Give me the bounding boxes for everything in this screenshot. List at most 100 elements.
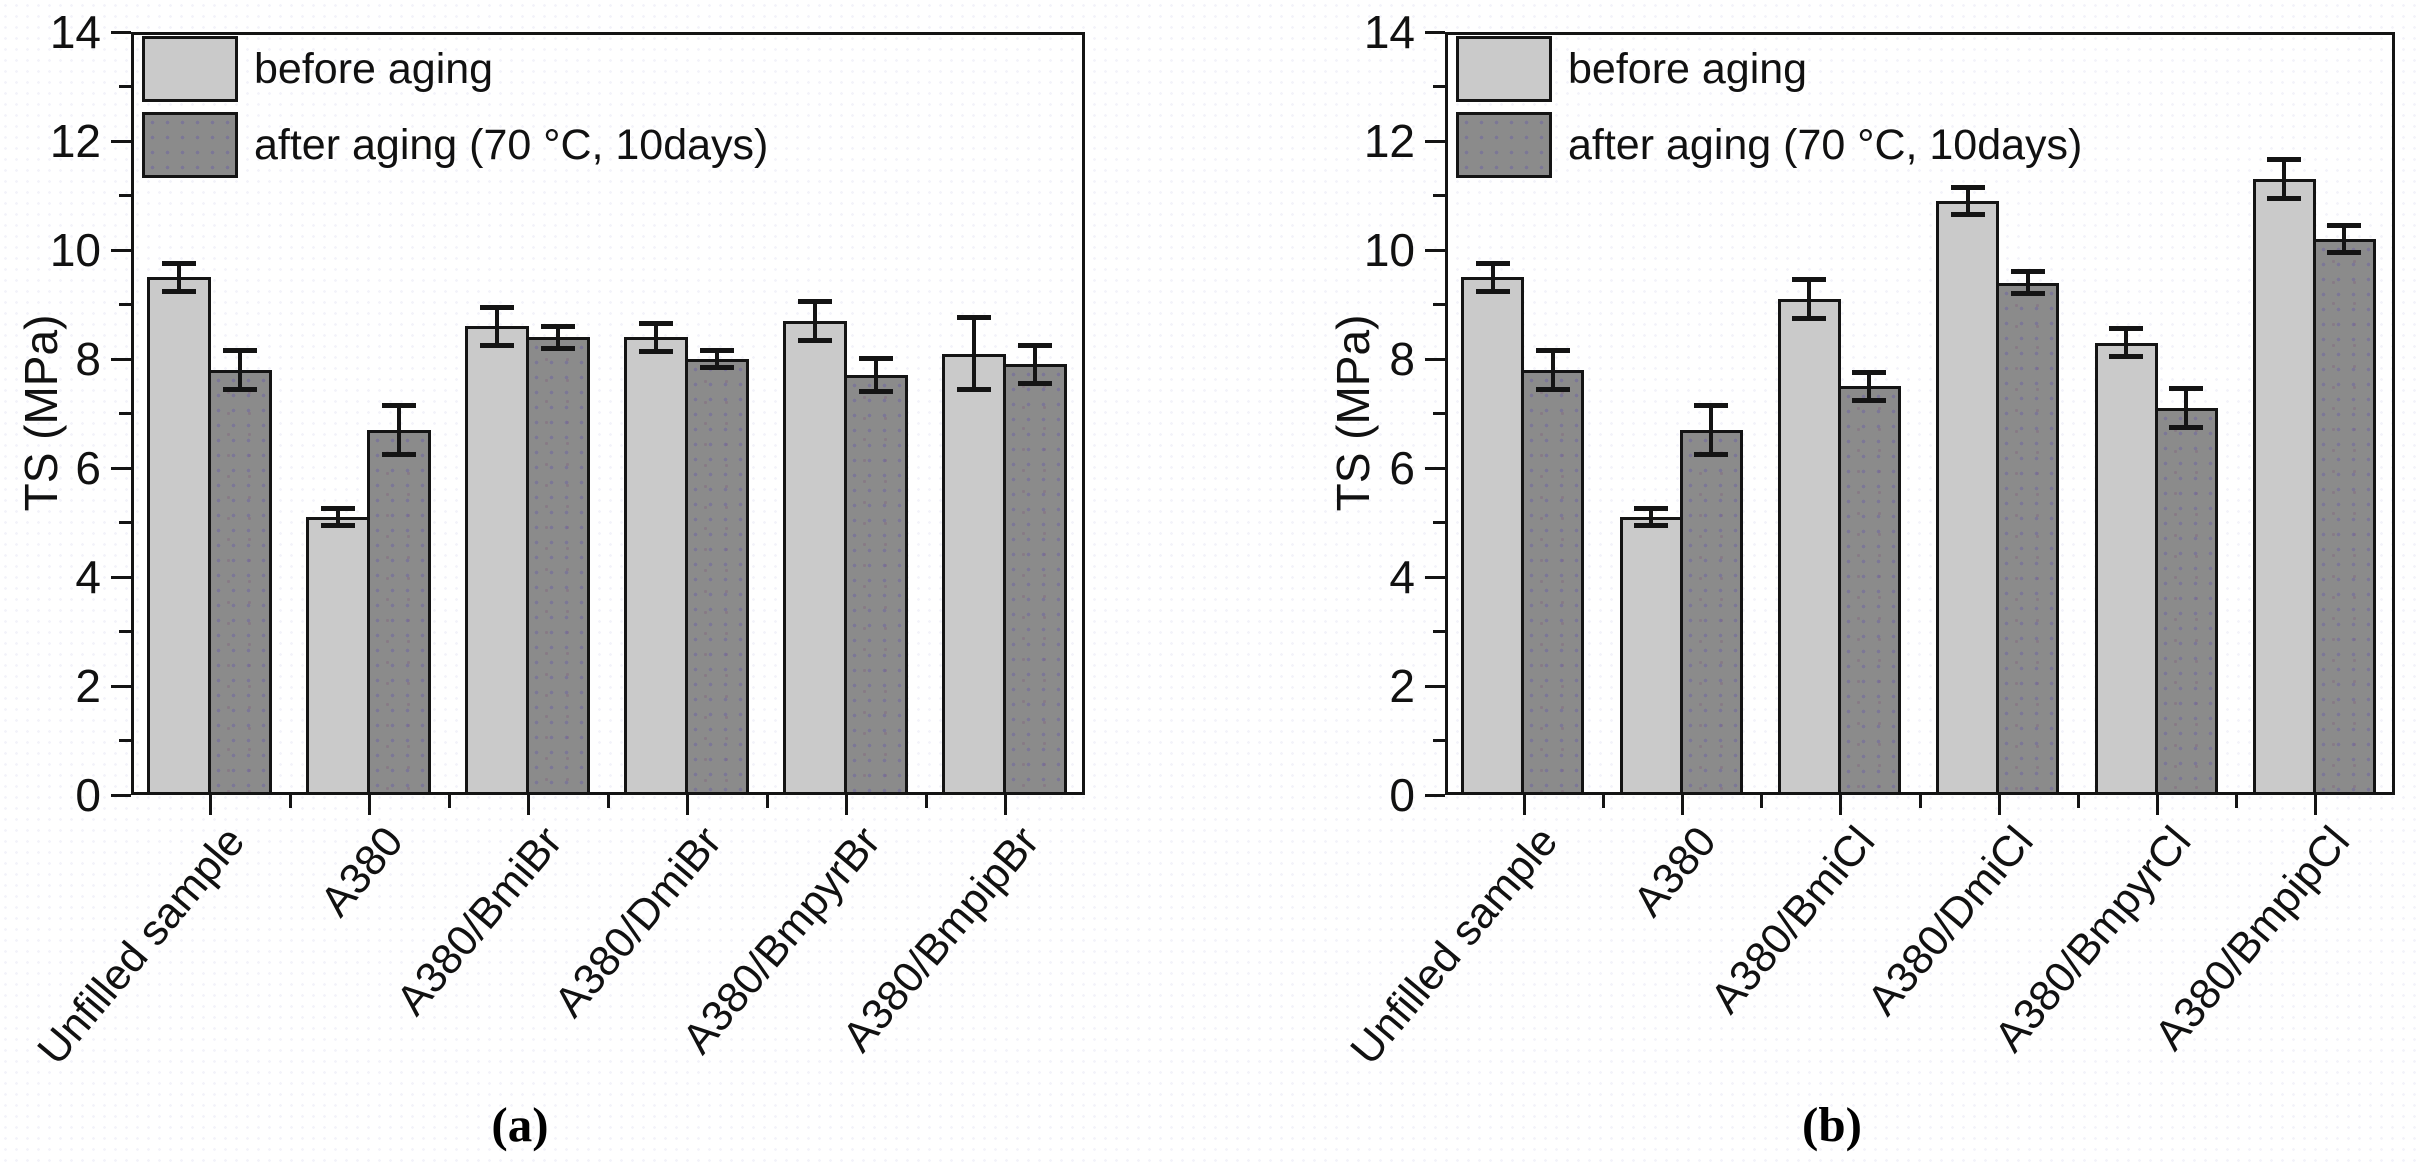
x-major-tick: [2314, 795, 2318, 815]
legend-row-before: before aging: [1456, 36, 2082, 102]
error-bar: [1017, 342, 1052, 387]
bar-before-aging: [2252, 179, 2316, 795]
error-bar: [161, 260, 196, 294]
legend-label-before-aging: before aging: [254, 45, 494, 93]
x-category-label: Unfilled sample: [28, 817, 254, 1074]
y-minor-tick: [119, 85, 131, 88]
error-bar: [1852, 369, 1887, 403]
error-bar-line: [1807, 277, 1812, 321]
y-major-tick: [111, 466, 131, 470]
x-major-tick: [209, 795, 212, 815]
error-bar-line: [812, 299, 817, 343]
x-minor-tick: [1918, 795, 1922, 808]
error-bar-line: [494, 304, 499, 349]
y-tick-label: 10: [49, 224, 101, 276]
y-minor-tick: [1433, 85, 1445, 88]
error-bar: [1950, 184, 1985, 218]
bar-before-aging: [2094, 342, 2158, 795]
y-major-tick: [111, 248, 131, 252]
y-major-tick: [111, 357, 131, 361]
y-minor-tick: [1433, 303, 1445, 306]
bar-after-aging: [1521, 369, 1585, 795]
error-bar-line: [1649, 506, 1653, 528]
y-minor-tick: [1433, 521, 1445, 524]
bar-before-aging: [1619, 517, 1683, 795]
x-category-label: A380/BmiBr: [387, 817, 572, 1025]
y-major-tick: [1425, 30, 1445, 34]
error-bar-line: [176, 260, 181, 294]
y-minor-tick: [119, 194, 131, 197]
error-bar-line: [2184, 386, 2188, 430]
x-major-tick: [1004, 795, 1007, 815]
y-tick-label: 12: [49, 115, 101, 167]
error-bar-line: [1965, 184, 1970, 218]
y-major-tick: [111, 139, 131, 143]
error-bar: [1694, 402, 1728, 458]
legend-label-after-aging: after aging (70 °C, 10days): [254, 121, 769, 169]
x-minor-tick: [2076, 795, 2080, 808]
error-bar: [1634, 506, 1668, 528]
error-bar: [479, 304, 514, 349]
y-minor-tick: [1433, 630, 1445, 633]
y-minor-tick: [1433, 412, 1445, 415]
bar-before-aging: [941, 353, 1006, 795]
y-tick-label: 0: [75, 769, 101, 821]
x-minor-tick: [2235, 795, 2239, 808]
error-bar: [797, 299, 832, 343]
bar-after-aging: [843, 375, 908, 795]
y-minor-tick: [1433, 194, 1445, 197]
y-minor-tick: [119, 303, 131, 306]
y-tick-label: 8: [1389, 333, 1415, 385]
y-tick-label: 0: [1389, 769, 1415, 821]
bar-after-aging: [1002, 364, 1067, 795]
bar-after-aging: [1996, 282, 2060, 795]
x-major-tick: [368, 795, 371, 815]
error-bar: [2010, 269, 2045, 297]
error-bar: [699, 348, 734, 370]
bar-after-aging: [1837, 386, 1901, 795]
error-bar-line: [555, 323, 560, 351]
error-bar-line: [1867, 369, 1872, 403]
y-major-tick: [1425, 684, 1445, 688]
y-minor-tick: [119, 412, 131, 415]
x-category-label: A380: [1624, 817, 1726, 926]
x-major-tick: [1997, 795, 2001, 815]
error-bar-line: [714, 348, 719, 370]
error-bar-line: [653, 320, 658, 354]
error-bar-line: [1550, 348, 1555, 392]
error-bar: [956, 315, 991, 392]
plot-area-a: [131, 32, 1085, 795]
y-minor-tick: [119, 521, 131, 524]
x-minor-tick: [447, 795, 451, 808]
bar-before-aging: [305, 517, 370, 795]
legend-row-after: after aging (70 °C, 10days): [142, 112, 768, 178]
bar-after-aging: [366, 429, 431, 795]
legend-swatch-before-aging: [1456, 36, 1552, 102]
error-bar: [540, 323, 575, 351]
error-bar: [2327, 222, 2362, 256]
y-major-tick: [111, 575, 131, 579]
y-major-tick: [111, 684, 131, 688]
bar-before-aging: [1936, 200, 2000, 795]
y-major-tick: [1425, 357, 1445, 361]
error-bar: [1535, 348, 1570, 392]
x-major-tick: [686, 795, 689, 815]
bar-after-aging: [684, 359, 749, 795]
error-bar: [2169, 386, 2203, 430]
x-major-tick: [1681, 795, 1684, 815]
error-bar-line: [396, 402, 401, 458]
error-bar: [638, 320, 673, 354]
legend-label-before-aging: before aging: [1568, 45, 1808, 93]
x-category-label: Unfilled sample: [1341, 817, 1568, 1074]
y-tick-label: 10: [1363, 224, 1415, 276]
error-bar-line: [873, 356, 878, 395]
plot-area-b: [1445, 32, 2395, 795]
legend-a: before aging after aging (70 °C, 10days): [142, 36, 768, 188]
y-tick-label: 14: [49, 6, 101, 58]
error-bar: [1792, 277, 1827, 321]
x-category-label: A380/DmiBr: [544, 817, 731, 1027]
y-tick-label: 12: [1363, 115, 1415, 167]
y-major-tick: [111, 30, 131, 34]
x-minor-tick: [924, 795, 928, 808]
y-major-tick: [1425, 575, 1445, 579]
